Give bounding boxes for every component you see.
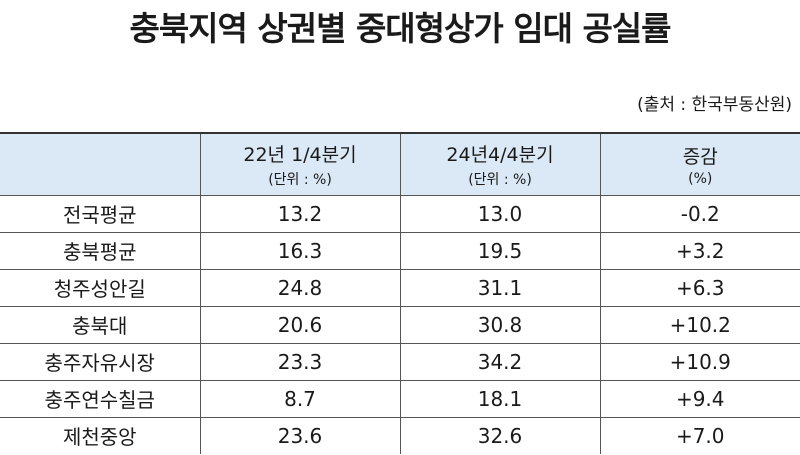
table-row: 충북평균 16.3 19.5 +3.2 — [0, 232, 800, 270]
column-label: 증감 — [682, 145, 718, 168]
cell: 13.2 — [199, 195, 400, 233]
header-cell: 24년4/4분기 (단위 : %) — [399, 133, 600, 196]
table-row: 충북대 20.6 30.8 +10.2 — [0, 306, 800, 344]
header-row: 22년 1/4분기 (단위 : %) 24년4/4분기 (단위 : %) 증감 (%) — [0, 133, 800, 196]
column-unit: (%) — [688, 170, 713, 187]
cell: +6.3 — [599, 269, 800, 307]
table-row: 충주자유시장 23.3 34.2 +10.9 — [0, 343, 800, 381]
cell: 24.8 — [199, 269, 400, 307]
cell: 23.3 — [199, 343, 400, 381]
row-label: 충북대 — [0, 306, 200, 344]
cell: +10.2 — [599, 306, 800, 344]
row-label: 전국평균 — [0, 195, 200, 233]
cell: +3.2 — [599, 232, 800, 270]
table-row: 충주연수칠금 8.7 18.1 +9.4 — [0, 380, 800, 418]
title: 충북지역 상권별 중대형상가 임대 공실률 — [129, 9, 671, 48]
header-cell: 증감 (%) — [599, 133, 800, 196]
table: 22년 1/4분기 (단위 : %) 24년4/4분기 (단위 : %) 증감 (%) 전… — [0, 132, 800, 454]
table-row: 전국평균 13.2 13.0 -0.2 — [0, 195, 800, 233]
row-label: 충주연수칠금 — [0, 380, 200, 418]
cell: 34.2 — [399, 343, 600, 381]
cell: 20.6 — [199, 306, 400, 344]
cell: 8.7 — [199, 380, 400, 418]
row-label: 청주성안길 — [0, 269, 200, 307]
cell: 23.6 — [199, 417, 400, 454]
column-label: 24년4/4분기 — [446, 143, 554, 166]
cell: +7.0 — [599, 417, 800, 454]
cell: 30.8 — [399, 306, 600, 344]
header-cell — [0, 133, 200, 196]
header-cell: 22년 1/4분기 (단위 : %) — [199, 133, 400, 196]
source: (출처 : 한국부동산원) — [637, 95, 792, 115]
column-unit: (단위 : %) — [468, 171, 532, 188]
cell: +10.9 — [599, 343, 800, 381]
row-label: 충북평균 — [0, 232, 200, 270]
table-body: 전국평균 13.2 13.0 -0.2 충북평균 16.3 19.5 +3.2 청주성안길 24.… — [0, 195, 800, 454]
table-row: 제천중앙 23.6 32.6 +7.0 — [0, 417, 800, 454]
cell: 16.3 — [199, 232, 400, 270]
cell: -0.2 — [599, 195, 800, 233]
cell: 13.0 — [399, 195, 600, 233]
column-label: 22년 1/4분기 — [243, 143, 357, 166]
cell: 18.1 — [399, 380, 600, 418]
table-row: 청주성안길 24.8 31.1 +6.3 — [0, 269, 800, 307]
cell: 31.1 — [399, 269, 600, 307]
row-label: 충주자유시장 — [0, 343, 200, 381]
column-unit: (단위 : %) — [268, 171, 332, 188]
cell: 19.5 — [399, 232, 600, 270]
cell: 32.6 — [399, 417, 600, 454]
row-label: 제천중앙 — [62, 425, 137, 450]
cell: +9.4 — [599, 380, 800, 418]
